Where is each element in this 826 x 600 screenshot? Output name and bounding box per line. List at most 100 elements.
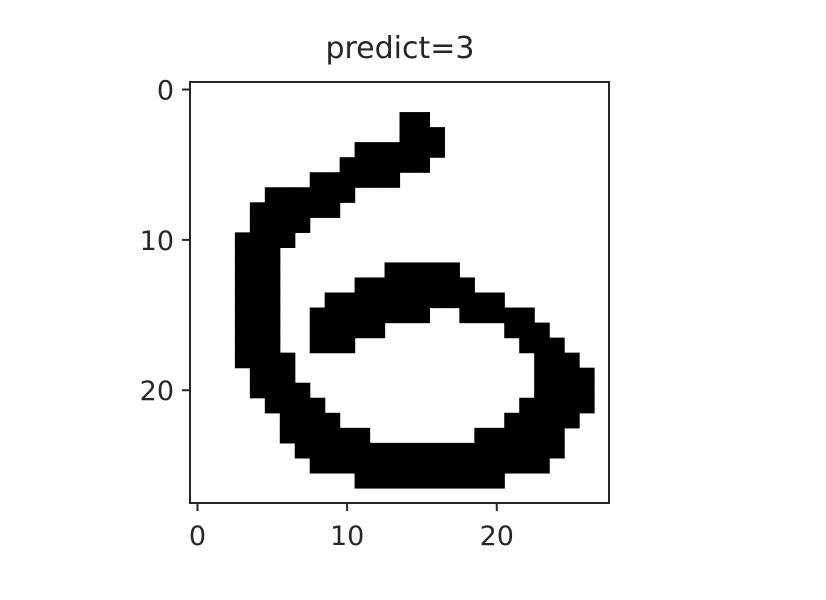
pixel bbox=[309, 187, 326, 203]
pixel bbox=[429, 457, 445, 474]
pixel bbox=[264, 292, 281, 309]
pixel bbox=[459, 277, 475, 294]
pixel bbox=[294, 382, 311, 399]
pixel bbox=[339, 172, 356, 188]
pixel bbox=[519, 427, 535, 444]
pixel bbox=[384, 472, 401, 489]
pixel bbox=[279, 217, 296, 233]
digit-image bbox=[234, 112, 595, 489]
pixel bbox=[534, 457, 550, 474]
pixel bbox=[459, 307, 475, 324]
pixel bbox=[294, 412, 311, 429]
pixel bbox=[534, 427, 550, 444]
pixel bbox=[489, 442, 505, 459]
pixel bbox=[414, 277, 431, 294]
pixel bbox=[264, 277, 281, 294]
pixel bbox=[354, 142, 371, 158]
pixel bbox=[369, 142, 386, 158]
pixel bbox=[474, 427, 490, 444]
pixel bbox=[309, 307, 326, 324]
pixel bbox=[234, 262, 251, 279]
y-tick-label: 20 bbox=[140, 376, 174, 407]
pixel bbox=[324, 172, 341, 188]
pixel bbox=[369, 307, 386, 324]
pixel bbox=[264, 367, 281, 384]
pixel bbox=[549, 352, 565, 369]
x-tick-label: 20 bbox=[480, 521, 514, 552]
pixel bbox=[339, 187, 356, 203]
pixel bbox=[369, 442, 386, 459]
pixel bbox=[399, 127, 416, 143]
pixel bbox=[384, 292, 401, 309]
pixel bbox=[279, 232, 296, 248]
pixel bbox=[549, 337, 565, 354]
pixel bbox=[249, 367, 266, 384]
pixel bbox=[384, 157, 401, 173]
pixel bbox=[429, 442, 445, 459]
pixel bbox=[504, 307, 520, 324]
pixel bbox=[579, 382, 595, 399]
pixel bbox=[369, 457, 386, 474]
pixel bbox=[324, 187, 341, 203]
pixel bbox=[489, 457, 505, 474]
pixel bbox=[249, 292, 266, 309]
pixel bbox=[429, 127, 445, 143]
pixel bbox=[414, 442, 431, 459]
pixel bbox=[519, 442, 535, 459]
pixel bbox=[249, 382, 266, 399]
pixel bbox=[474, 442, 490, 459]
pixel bbox=[534, 322, 550, 339]
pixel bbox=[264, 247, 281, 264]
pixel bbox=[384, 262, 401, 279]
pixel bbox=[504, 427, 520, 444]
chart-title: predict=3 bbox=[325, 31, 474, 66]
pixel bbox=[369, 322, 386, 339]
pixel bbox=[279, 397, 296, 414]
pixel bbox=[369, 292, 386, 309]
pixel bbox=[414, 262, 431, 279]
pixel bbox=[429, 262, 445, 279]
pixel bbox=[264, 307, 281, 324]
pixel bbox=[399, 307, 416, 324]
pixel bbox=[354, 442, 371, 459]
pixel bbox=[309, 397, 326, 414]
pixel bbox=[264, 322, 281, 339]
pixel bbox=[234, 247, 251, 264]
pixel bbox=[399, 472, 416, 489]
pixel bbox=[249, 217, 266, 233]
pixel bbox=[324, 337, 341, 354]
pixel bbox=[549, 442, 565, 459]
pixel bbox=[534, 442, 550, 459]
pixel bbox=[504, 457, 520, 474]
pixel bbox=[474, 292, 490, 309]
pixel bbox=[339, 442, 356, 459]
pixel bbox=[444, 442, 460, 459]
pixel bbox=[564, 412, 580, 429]
pixel bbox=[414, 457, 431, 474]
pixel bbox=[264, 397, 281, 414]
axes-frame bbox=[189, 81, 610, 504]
pixel bbox=[459, 457, 475, 474]
pixel bbox=[249, 307, 266, 324]
pixel bbox=[324, 412, 341, 429]
pixel bbox=[549, 367, 565, 384]
pixel bbox=[279, 427, 296, 444]
pixel bbox=[414, 307, 431, 324]
pixel bbox=[339, 307, 356, 324]
pixel bbox=[369, 277, 386, 294]
pixel bbox=[519, 412, 535, 429]
pixel bbox=[519, 397, 535, 414]
pixel bbox=[264, 382, 281, 399]
pixel bbox=[549, 412, 565, 429]
pixel bbox=[519, 322, 535, 339]
pixel bbox=[384, 457, 401, 474]
pixel bbox=[309, 457, 326, 474]
pixel bbox=[444, 292, 460, 309]
pixel bbox=[429, 277, 445, 294]
pixel bbox=[279, 202, 296, 218]
pixel bbox=[429, 472, 445, 489]
pixel bbox=[534, 352, 550, 369]
pixel bbox=[354, 277, 371, 294]
pixel bbox=[384, 442, 401, 459]
